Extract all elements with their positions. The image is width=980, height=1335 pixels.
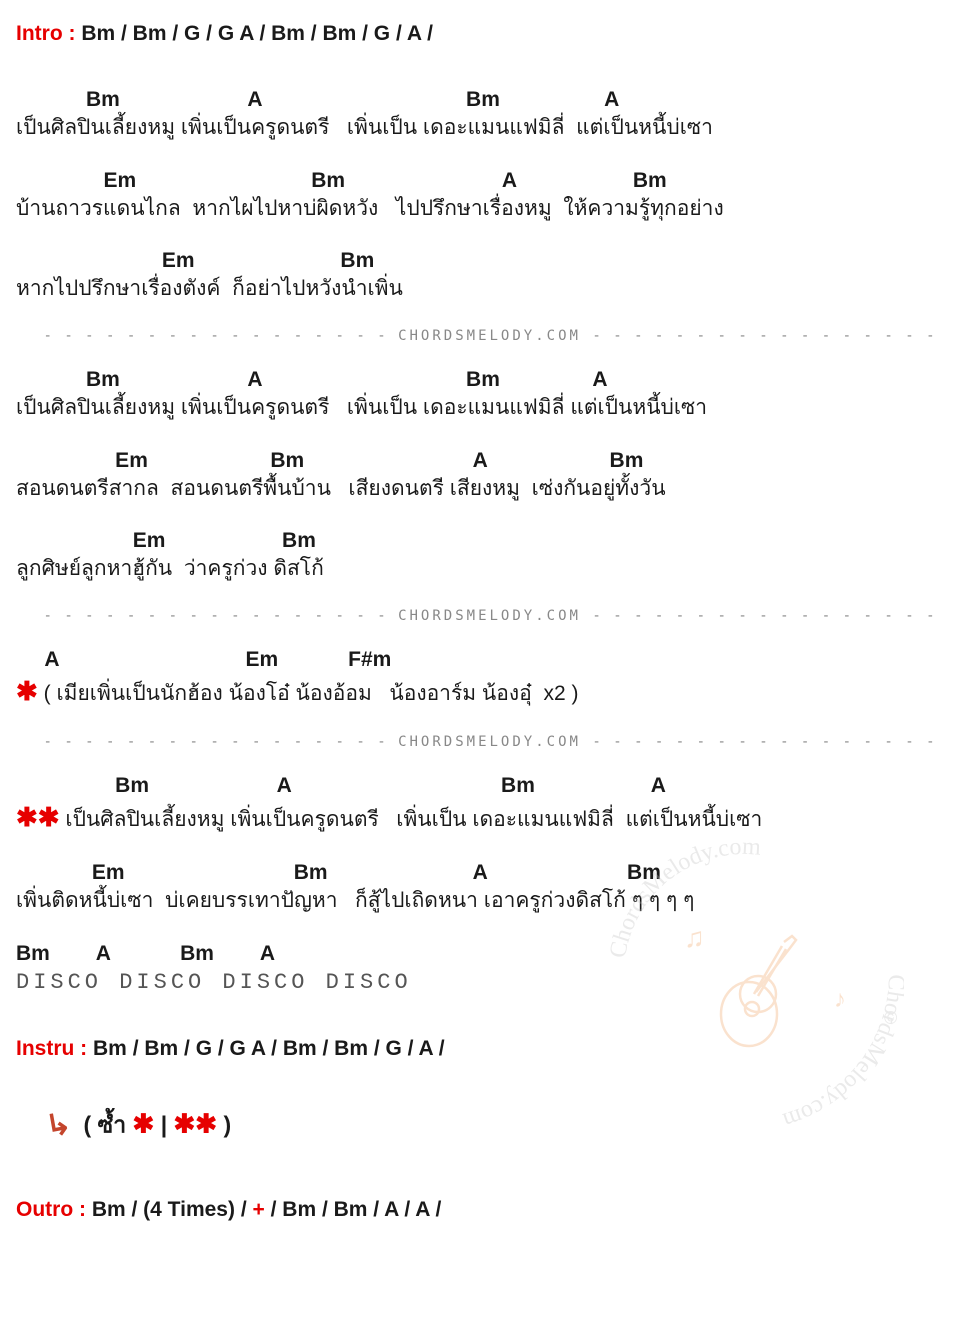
lyric-line: ✱✱ เป็นศิลปินเลี้ยงหมู เพิ่นเป็นครูดนตรี… <box>16 800 964 835</box>
chord-line: Bm A Bm A <box>16 940 964 968</box>
outro-label: Outro : <box>16 1198 86 1221</box>
section-divider: - - - - - - - - - - - - - - - - - CHORDS… <box>16 327 964 346</box>
chord-sheet: Intro : Bm / Bm / G / G A / Bm / Bm / G … <box>16 20 964 1224</box>
lyric-line: ✱ ( เมียเพิ่นเป็นนักฮ้อง น้องโอ๋ น้องอ้อ… <box>16 674 964 709</box>
lyric-line: เพิ่นติดหนี้บ่เซา บ่เคยบรรเทาปัญหา ก็สู้… <box>16 887 964 915</box>
chord-line: Bm A Bm A <box>16 772 964 800</box>
repeat-marker-double-star: ✱✱ <box>16 802 60 832</box>
chord-line: Em Bm <box>16 247 964 275</box>
lyric-line: เป็นศิลปินเลี้ยงหมู เพิ่นเป็นครูดนตรี เพ… <box>16 114 964 142</box>
repeat-instruction: ↳ ( ซ้ำ ✱ | ✱✱ ) <box>46 1106 964 1147</box>
lyric-line: สอนดนตรีสากล สอนดนตรีพื้นบ้าน เสียงดนตรี… <box>16 475 964 503</box>
verse-3: Bm A Bm A ✱✱ เป็นศิลปินเลี้ยงหมู เพิ่นเป… <box>16 772 964 997</box>
outro-plus: + <box>253 1198 265 1221</box>
repeat-star2: ✱✱ <box>174 1108 218 1138</box>
chord-line: Em Bm A Bm <box>16 859 964 887</box>
disco-line: DISCO DISCO DISCO DISCO <box>16 968 964 998</box>
outro-chords-a: Bm / (4 Times) / <box>92 1198 253 1221</box>
chord-line: Em Bm <box>16 527 964 555</box>
chord-line: Bm A Bm A <box>16 366 964 394</box>
intro-row: Intro : Bm / Bm / G / G A / Bm / Bm / G … <box>16 20 964 48</box>
verse-1: Bm A Bm A เป็นศิลปินเลี้ยงหมู เพิ่นเป็นค… <box>16 86 964 303</box>
repeat-arrow-icon: ↳ <box>43 1104 75 1148</box>
watermark-copyright: © <box>884 1008 897 1028</box>
chord-line: Em Bm A Bm <box>16 167 964 195</box>
intro-chords: Bm / Bm / G / G A / Bm / Bm / G / A / <box>81 22 433 45</box>
outro-row: Outro : Bm / (4 Times) / + / Bm / Bm / A… <box>16 1196 964 1224</box>
repeat-marker-star: ✱ <box>16 676 38 706</box>
verse-2: Bm A Bm A เป็นศิลปินเลี้ยงหมู เพิ่นเป็นค… <box>16 366 964 583</box>
chord-line: A Em F#m <box>16 646 964 674</box>
section-divider: - - - - - - - - - - - - - - - - - CHORDS… <box>16 607 964 626</box>
lyric-line: บ้านถาวรแดนไกล หากไผไปหาบ่ผิดหวัง ไปปรึก… <box>16 195 964 223</box>
chord-line: Em Bm A Bm <box>16 447 964 475</box>
lyric-line: เป็นศิลปินเลี้ยงหมู เพิ่นเป็นครูดนตรี เพ… <box>16 394 964 422</box>
lyric-line: ลูกศิษย์ลูกหาฮู้กัน ว่าครูก่วง ดิสโก้ <box>16 555 964 583</box>
instru-row: Instru : Bm / Bm / G / G A / Bm / Bm / G… <box>16 1035 964 1063</box>
lyric-line: หากไปปรึกษาเรื่องตังค์ ก็อย่าไปหวังนำเพิ… <box>16 275 964 303</box>
chorus: A Em F#m ✱ ( เมียเพิ่นเป็นนักฮ้อง น้องโอ… <box>16 646 964 709</box>
chord-line: Bm A Bm A <box>16 86 964 114</box>
outro-chords-b: / Bm / Bm / A / A / <box>271 1198 442 1221</box>
instru-chords: Bm / Bm / G / G A / Bm / Bm / G / A / <box>93 1037 445 1060</box>
section-divider: - - - - - - - - - - - - - - - - - CHORDS… <box>16 733 964 752</box>
instru-label: Instru : <box>16 1037 87 1060</box>
repeat-star1: ✱ <box>133 1108 155 1138</box>
intro-label: Intro : <box>16 22 75 45</box>
